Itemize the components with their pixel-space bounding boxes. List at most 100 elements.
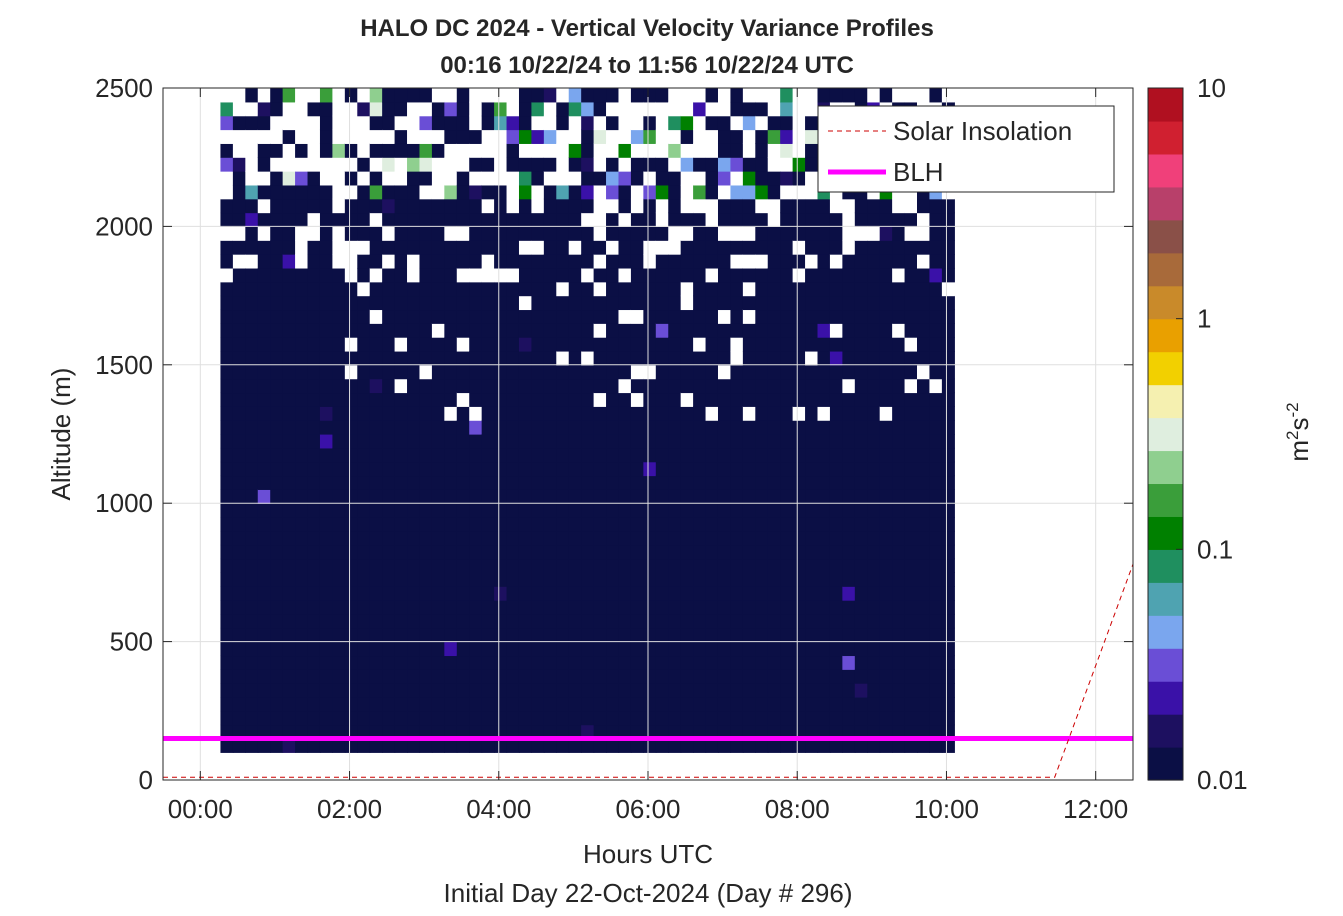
heatmap-cell	[693, 434, 707, 449]
heatmap-cell	[332, 475, 346, 490]
heatmap-cell	[220, 489, 234, 504]
heatmap-cell	[904, 406, 918, 421]
heatmap-cell	[232, 337, 246, 352]
chart-subtitle: 00:16 10/22/24 to 11:56 10/22/24 UTC	[440, 52, 854, 79]
heatmap-cell	[842, 212, 856, 227]
heatmap-cell	[295, 627, 309, 643]
heatmap-cell	[556, 669, 570, 684]
heatmap-cell	[618, 226, 632, 241]
heatmap-cell	[506, 101, 520, 117]
heatmap-cell	[929, 503, 943, 518]
heatmap-cell	[606, 171, 620, 186]
heatmap-cell	[655, 115, 669, 131]
heatmap-cell	[456, 171, 470, 186]
heatmap-cell	[382, 226, 396, 241]
heatmap-cell	[431, 337, 445, 352]
heatmap-cell	[232, 489, 246, 504]
heatmap-cell	[369, 517, 383, 532]
heatmap-cell	[232, 88, 246, 103]
heatmap-cell	[307, 683, 321, 698]
heatmap-cell	[369, 254, 383, 269]
heatmap-cell	[295, 364, 309, 380]
heatmap-cell	[270, 323, 284, 338]
heatmap-cell	[469, 323, 483, 338]
heatmap-cell	[494, 129, 508, 144]
heatmap-cell	[581, 101, 595, 117]
heatmap-cell	[780, 101, 794, 117]
heatmap-cell	[780, 600, 794, 615]
heatmap-cell	[319, 212, 333, 227]
heatmap-cell	[581, 503, 595, 518]
heatmap-cell	[717, 489, 732, 504]
heatmap-cell	[518, 406, 533, 421]
heatmap-cell	[755, 641, 769, 657]
heatmap-cell	[717, 641, 732, 657]
heatmap-cell	[755, 600, 769, 615]
heatmap-cell	[730, 323, 744, 338]
heatmap-cell	[568, 226, 582, 241]
heatmap-cell	[456, 101, 470, 117]
heatmap-cell	[742, 586, 756, 601]
heatmap-cell	[307, 171, 321, 186]
heatmap-cell	[630, 600, 644, 615]
heatmap-cell	[805, 143, 819, 158]
heatmap-cell	[369, 101, 383, 117]
heatmap-cell	[879, 724, 893, 740]
heatmap-cell	[618, 641, 632, 657]
heatmap-cell	[904, 420, 918, 435]
heatmap-cell	[556, 696, 570, 712]
heatmap-cell	[817, 558, 831, 573]
heatmap-cell	[842, 378, 856, 394]
heatmap-cell	[394, 669, 408, 684]
heatmap-cell	[717, 378, 732, 394]
heatmap-cell	[220, 267, 234, 283]
heatmap-cell	[742, 240, 756, 255]
heatmap-cell	[382, 378, 396, 394]
heatmap-cell	[892, 530, 906, 546]
heatmap-cell	[282, 447, 296, 463]
heatmap-cell	[506, 281, 520, 297]
series-lines	[163, 563, 1134, 778]
heatmap-cell	[618, 115, 632, 131]
heatmap-cell	[643, 129, 657, 144]
heatmap-cell	[282, 517, 296, 532]
heatmap-cell	[817, 406, 831, 421]
heatmap-cell	[282, 267, 296, 283]
heatmap-cell	[456, 696, 470, 712]
heatmap-cell	[394, 434, 408, 449]
heatmap-cell	[444, 447, 458, 463]
heatmap-cell	[556, 392, 570, 407]
heatmap-cell	[755, 337, 769, 352]
heatmap-cell	[394, 212, 408, 227]
heatmap-cell	[730, 461, 744, 477]
heatmap-cell	[717, 337, 732, 352]
heatmap-cell	[257, 544, 271, 560]
heatmap-cell	[767, 489, 781, 504]
heatmap-cell	[232, 240, 246, 255]
heatmap-cell	[295, 696, 309, 712]
heatmap-cell	[705, 295, 719, 311]
heatmap-cell	[444, 489, 458, 504]
heatmap-cell	[618, 613, 632, 629]
heatmap-cell	[854, 530, 868, 546]
heatmap-cell	[879, 254, 893, 269]
heatmap-cell	[867, 517, 881, 532]
heatmap-cell	[444, 738, 458, 753]
heatmap-cell	[394, 88, 408, 103]
heatmap-cell	[382, 364, 396, 380]
heatmap-cell	[232, 669, 246, 684]
heatmap-cell	[220, 655, 234, 670]
heatmap-cell	[742, 613, 756, 629]
heatmap-cell	[344, 420, 358, 435]
heatmap-cell	[506, 434, 520, 449]
heatmap-cell	[655, 184, 669, 200]
y-tick-label: 1500	[95, 350, 153, 380]
heatmap-cell	[469, 434, 483, 449]
heatmap-cell	[456, 530, 470, 546]
heatmap-cell	[581, 641, 595, 657]
heatmap-cell	[717, 88, 732, 103]
heatmap-cell	[805, 530, 819, 546]
heatmap-cell	[481, 323, 495, 338]
heatmap-cell	[220, 254, 234, 269]
heatmap-cell	[431, 517, 445, 532]
